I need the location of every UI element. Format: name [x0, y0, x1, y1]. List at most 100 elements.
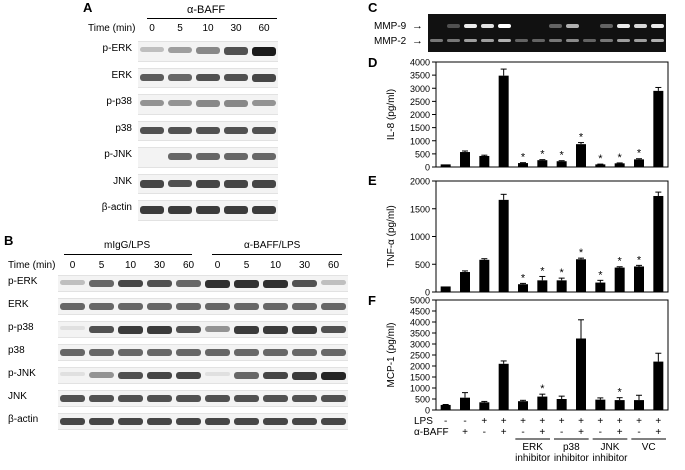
significance-asterisk: * — [540, 265, 545, 277]
gel-band — [651, 24, 664, 28]
y-tick-label: 0 — [425, 288, 430, 298]
blot-row-label: JNK — [113, 175, 132, 187]
significance-asterisk: * — [618, 152, 623, 164]
blot-band — [224, 206, 248, 215]
gel-band — [430, 39, 443, 42]
mmp9-arrow: → — [412, 20, 423, 32]
treatment-mark: + — [539, 416, 545, 427]
blot-strip — [58, 321, 348, 338]
blot-band — [205, 348, 230, 356]
y-tick-label: 4000 — [410, 58, 430, 68]
blot-band — [321, 348, 346, 356]
blot-row-label: p38 — [8, 344, 25, 356]
blot-band — [205, 417, 230, 426]
blot-band — [224, 100, 248, 107]
blot-band — [89, 279, 114, 287]
time-point: 10 — [269, 260, 282, 271]
bar — [634, 159, 644, 167]
bar — [634, 266, 644, 292]
y-tick-label: 1500 — [410, 373, 430, 383]
y-tick-label: 1500 — [410, 204, 430, 214]
gel-band — [651, 39, 664, 42]
mmp2-label: MMP-2 — [374, 36, 407, 47]
blot-strip — [58, 275, 348, 292]
gel-band — [515, 39, 528, 42]
blot-band — [168, 47, 192, 53]
plot-frame — [435, 299, 669, 411]
significance-asterisk: * — [579, 132, 584, 144]
blot-band — [118, 325, 143, 334]
y-tick-label: 2000 — [410, 362, 430, 372]
gel-band — [600, 24, 613, 28]
blot-band — [89, 417, 114, 426]
blot-band — [321, 325, 346, 333]
significance-asterisk: * — [521, 272, 526, 284]
bar — [498, 363, 509, 410]
gel-band — [549, 24, 562, 28]
blot-band — [292, 302, 317, 310]
blot-band — [168, 100, 192, 107]
blot-band — [292, 394, 317, 402]
bar — [440, 286, 451, 292]
bar — [595, 164, 606, 167]
blot-row-label: p-ERK — [102, 43, 132, 55]
y-tick-label: 1000 — [410, 232, 430, 242]
bar — [498, 75, 509, 167]
blot-band — [263, 279, 288, 288]
gel-band — [464, 39, 477, 42]
blot-band — [176, 325, 201, 333]
y-tick-label: 2500 — [410, 351, 430, 361]
bar — [614, 400, 625, 410]
group-label: inhibitor — [592, 453, 628, 464]
y-tick-label: 3000 — [410, 340, 430, 350]
bar — [537, 160, 548, 167]
treatment-mark: + — [462, 427, 468, 438]
blot-band — [252, 73, 276, 82]
blot-band — [196, 206, 220, 215]
bar — [460, 152, 470, 167]
treatment-mark: + — [655, 427, 661, 438]
blot-band — [89, 394, 114, 402]
blot-band — [140, 179, 164, 188]
blot-band — [147, 371, 172, 380]
mmp2-arrow: → — [412, 35, 423, 47]
group-label: ERK — [522, 442, 543, 453]
treatment-mark: + — [636, 416, 642, 427]
time-point: 30 — [153, 260, 166, 271]
blot-band — [263, 394, 288, 402]
blot-band — [60, 417, 85, 426]
treatment-mark: + — [520, 416, 526, 427]
y-tick-label: 1000 — [410, 384, 430, 394]
group-label: VC — [642, 442, 656, 453]
blot-band — [252, 126, 276, 135]
time-point: 30 — [230, 23, 242, 34]
blot-strip — [58, 413, 348, 430]
blot-band — [252, 206, 276, 215]
blot-band — [196, 73, 220, 82]
blot-band — [118, 302, 143, 310]
blot-band — [252, 179, 276, 188]
blot-band — [60, 302, 85, 310]
blot-row-label: p-p38 — [8, 321, 34, 333]
bar — [498, 199, 509, 292]
blot-strip — [58, 344, 348, 361]
significance-asterisk: * — [540, 383, 545, 395]
bar — [653, 195, 664, 292]
blot-band — [292, 371, 317, 380]
blot-band — [224, 179, 248, 188]
blot-band — [234, 394, 259, 402]
blot-band — [147, 302, 172, 310]
time-point: 5 — [98, 260, 105, 271]
blot-band — [252, 153, 276, 161]
y-tick-label: 3500 — [410, 329, 430, 339]
bar — [653, 90, 664, 167]
time-point: 5 — [177, 23, 183, 34]
treatment-mark: - — [521, 427, 524, 438]
blot-band — [234, 371, 259, 379]
treatment-mark: + — [501, 427, 507, 438]
blot-band — [168, 73, 192, 81]
panel-a-condition: α-BAFF — [187, 4, 226, 16]
treatment-mark: - — [560, 427, 563, 438]
group-label: JNK — [601, 442, 620, 453]
blot-row-label: β-actin — [101, 202, 132, 214]
